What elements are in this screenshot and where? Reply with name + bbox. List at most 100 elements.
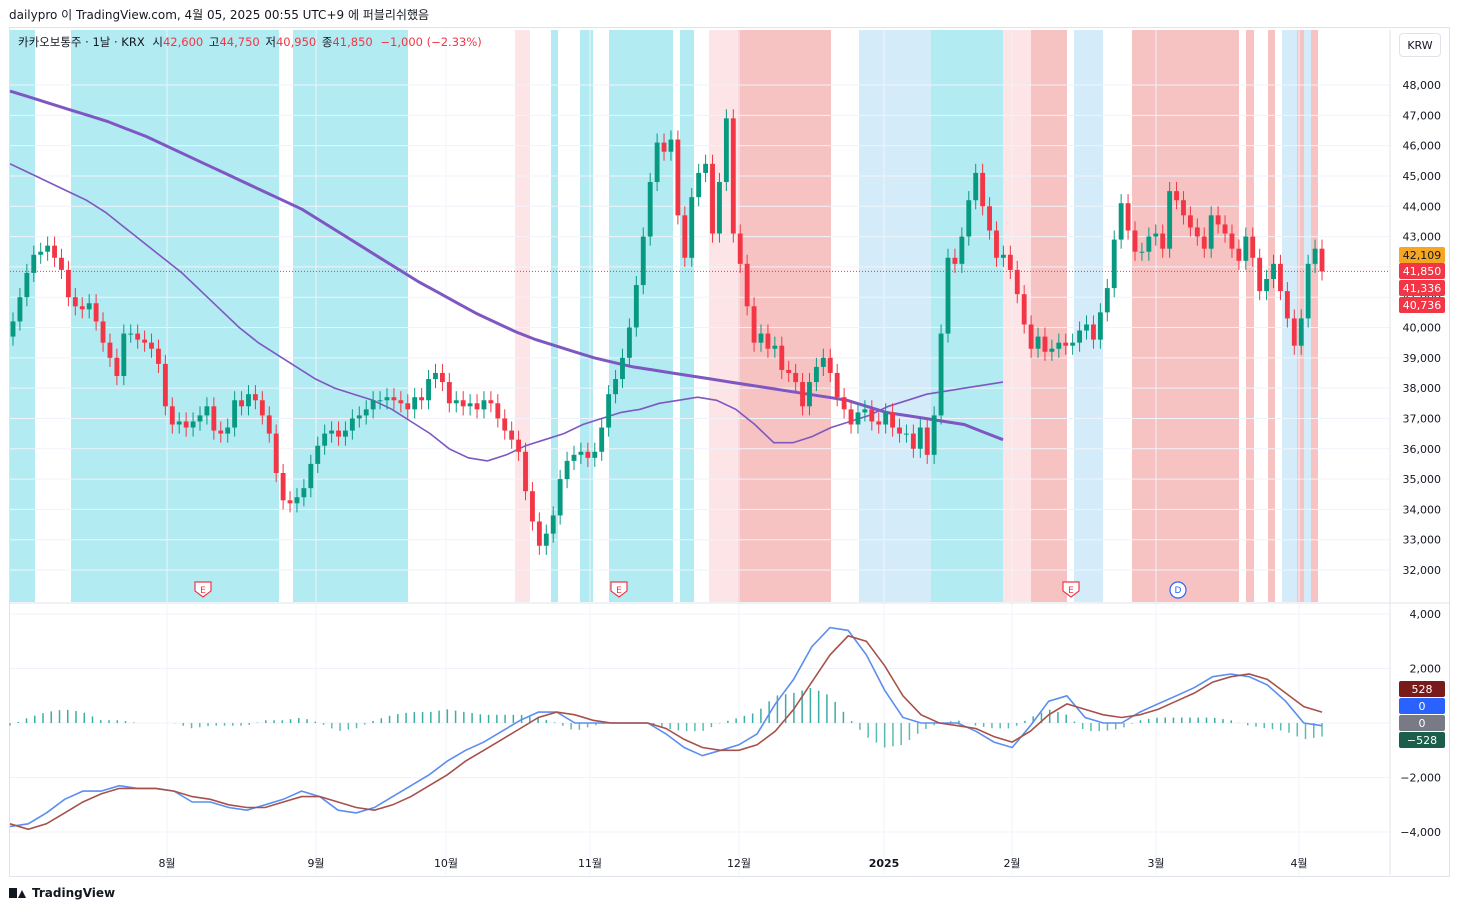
time-tick-label: 9월 (307, 857, 324, 870)
price-tick-label: 36,000 (1403, 443, 1442, 456)
candle-body (1291, 318, 1297, 346)
background-band (931, 30, 1003, 602)
candle-body (142, 339, 148, 343)
signal-line (9, 634, 1323, 831)
candle-body (626, 327, 632, 358)
candle-body (793, 372, 799, 383)
time-tick-label: 2월 (1003, 857, 1020, 870)
macd-tag: 0 (1419, 717, 1426, 730)
macd-tick-label: −4,000 (1400, 826, 1441, 839)
candle-body (412, 397, 418, 410)
candle-body (578, 451, 584, 455)
currency-button[interactable]: KRW (1399, 33, 1441, 57)
candle-body (294, 497, 300, 504)
publish-header: dailypro 이 TradingView.com, 4월 05, 2025 … (9, 8, 430, 22)
candle-body (446, 382, 452, 404)
candle-body (287, 500, 293, 504)
earnings-marker-icon (1062, 581, 1080, 598)
candle-body (945, 257, 951, 334)
candle-body (336, 430, 341, 437)
candle-body (59, 257, 64, 270)
tradingview-footer[interactable]: TradingView (9, 886, 115, 900)
candle-body (1250, 236, 1256, 258)
candle-body (128, 333, 134, 335)
candle-body (100, 321, 106, 343)
candle-body (904, 433, 909, 435)
low-value: 40,950 (275, 35, 317, 49)
background-band (1297, 30, 1304, 602)
candle-body (557, 479, 563, 516)
candle-body (585, 451, 591, 458)
candle-body (315, 445, 321, 464)
background-bands (10, 30, 1318, 602)
earnings-marker-label: E (616, 586, 622, 596)
price-tick-label: 39,000 (1403, 352, 1442, 365)
candle-body (571, 454, 577, 461)
candle-body (737, 233, 743, 264)
candle-body (654, 142, 660, 182)
ma-short-line (9, 163, 1004, 462)
candle-body (1139, 251, 1145, 253)
candle-body (1097, 312, 1103, 340)
price-tag: 42,109 (1403, 249, 1442, 262)
candle-body (786, 369, 792, 373)
candle-body (232, 400, 238, 428)
candle-body (1194, 227, 1200, 237)
candle-body (218, 430, 224, 434)
candle-body (1174, 191, 1179, 201)
candle-body (862, 409, 868, 413)
macd-pane (9, 626, 1323, 831)
candle-body (1042, 336, 1048, 352)
price-tag-bg (1399, 280, 1445, 296)
candle-body (474, 403, 480, 410)
candle-body (730, 118, 736, 234)
candle-body (79, 306, 85, 310)
candle-body (820, 357, 826, 367)
candle-body (1278, 263, 1283, 292)
candle-body (252, 394, 258, 401)
background-band (71, 30, 279, 602)
candle-body (530, 491, 535, 522)
candle-body (273, 433, 279, 473)
macd-tag-bg (1399, 698, 1445, 714)
change-value: −1,000 (−2.33%) (380, 35, 482, 49)
background-band (293, 30, 408, 602)
candle-body (1229, 233, 1235, 249)
candle-body (613, 379, 618, 395)
candle-body (52, 245, 57, 258)
candle-body (149, 342, 154, 349)
candle-body (1146, 236, 1152, 252)
candle-body (460, 400, 466, 407)
candle-body (190, 421, 196, 428)
candle-body (308, 463, 314, 489)
candle-body (1236, 248, 1242, 261)
candle-body (266, 415, 272, 434)
candle-body (807, 382, 812, 407)
candle-body (1021, 294, 1027, 325)
price-axis: 48,00047,00046,00045,00044,00043,00042,0… (158, 79, 1445, 870)
candle-body (86, 303, 92, 310)
background-band (1132, 30, 1239, 602)
candle-body (710, 163, 715, 234)
candle-body (1181, 200, 1186, 216)
candle-body (433, 372, 438, 380)
price-tick-label: 47,000 (1403, 109, 1442, 122)
candle-body (973, 172, 979, 201)
candle-body (813, 366, 819, 383)
candle-body (668, 139, 674, 152)
candle-body (1243, 236, 1249, 261)
background-band (1246, 30, 1254, 602)
candle-body (204, 406, 210, 416)
candle-body (994, 230, 999, 258)
price-tick-label: 34,000 (1403, 503, 1442, 516)
candle-body (772, 345, 778, 349)
candle-body (162, 363, 168, 407)
candle-body (398, 400, 404, 404)
price-tag: 41,850 (1403, 265, 1442, 278)
candle-body (1125, 203, 1131, 231)
candle-body (640, 236, 646, 286)
candle-body (370, 400, 376, 410)
candle-body (966, 200, 972, 237)
candle-body (1049, 348, 1055, 352)
